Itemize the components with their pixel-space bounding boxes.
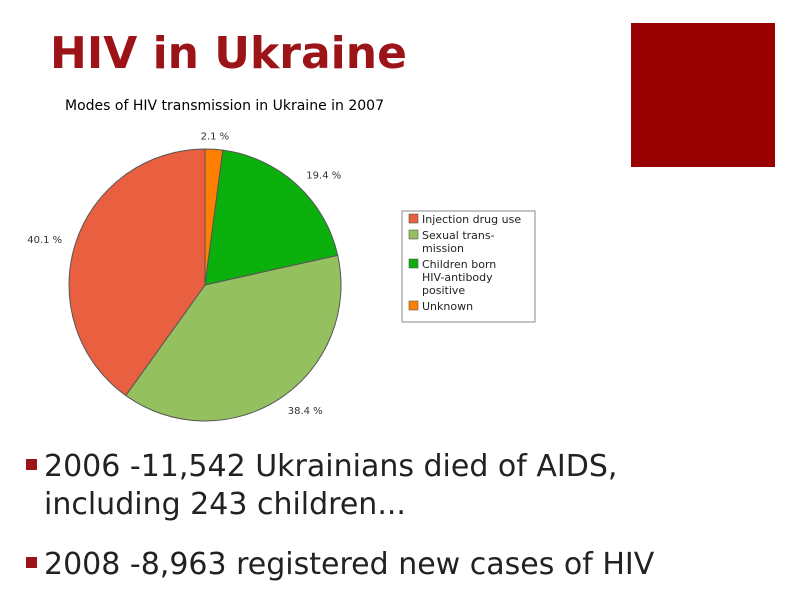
legend-label: Unknown — [422, 300, 473, 313]
pie-slice-sexual-transmission — [125, 254, 342, 422]
bullet-item-2008: 2008 -8,963 registered new cases of HIV — [22, 546, 782, 584]
bullet-text-line: 2008 -8,963 registered new cases of HIV — [44, 547, 655, 582]
slide-title: HIV in Ukraine — [50, 28, 407, 79]
slice-value-label: 19.4 % — [306, 170, 341, 181]
bullet-list: 2006 -11,542 Ukrainians died of AIDS, in… — [22, 448, 782, 584]
legend-label: mission — [422, 242, 464, 255]
legend-label: positive — [422, 284, 465, 297]
slice-value-label: 40.1 % — [27, 235, 62, 246]
pie-chart: Modes of HIV transmission in Ukraine in … — [27, 98, 536, 422]
pie-slices — [68, 148, 342, 422]
bullet-text-line: 2006 -11,542 Ukrainians died of AIDS, — [44, 449, 618, 484]
legend-label: HIV-antibody — [422, 271, 493, 284]
legend-swatch — [408, 300, 419, 311]
accent-box — [631, 23, 775, 167]
slice-value-label: 2.1 % — [201, 131, 230, 142]
legend-label: Sexual trans- — [422, 229, 495, 242]
legend: Injection drug use Sexual trans-mission Ch… — [401, 210, 536, 323]
legend-frame — [401, 210, 536, 323]
bullet-marker — [26, 557, 37, 568]
bullet-item-2006: 2006 -11,542 Ukrainians died of AIDS, in… — [22, 448, 782, 524]
legend-label: Children born — [422, 258, 496, 271]
legend-swatch — [408, 213, 419, 224]
bullet-marker — [26, 459, 37, 470]
legend-label: Injection drug use — [422, 213, 521, 226]
pie-slice-labels: 2.1 % 19.4 % 38.4 % 40.1 % — [27, 131, 341, 417]
chart-title: Modes of HIV transmission in Ukraine in … — [65, 98, 384, 114]
pie-slice-children-born-hiv-antibody-positive — [204, 149, 339, 286]
legend-swatch — [408, 258, 419, 269]
pie-slice-injection-drug-use — [68, 148, 206, 397]
slice-value-label: 38.4 % — [288, 406, 323, 417]
bullet-text-line: including 243 children... — [44, 487, 406, 522]
legend-swatch — [408, 229, 419, 240]
